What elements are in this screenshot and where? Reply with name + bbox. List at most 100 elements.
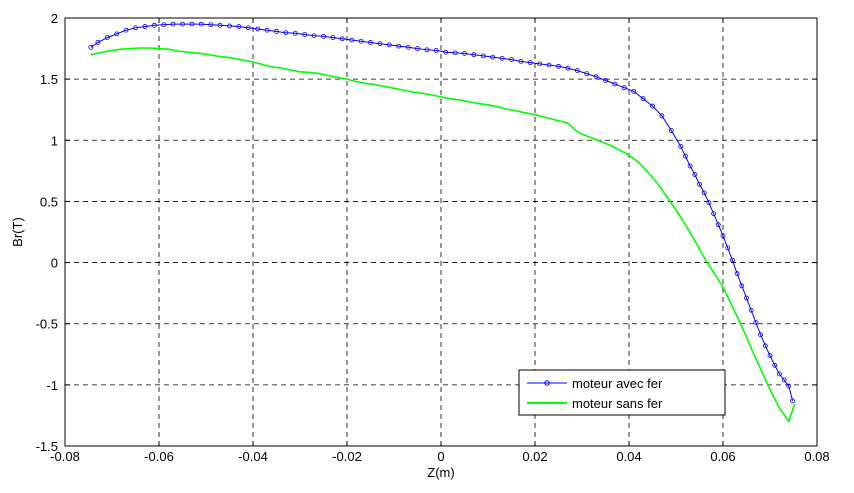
y-tick-label: -1 <box>46 378 58 393</box>
y-tick-label: 1 <box>51 133 58 148</box>
data-point-moteur-avec-fer <box>772 362 778 368</box>
data-point-moteur-avec-fer <box>546 62 552 68</box>
data-point-moteur-avec-fer <box>584 71 590 77</box>
data-point-moteur-avec-fer <box>720 233 726 239</box>
data-point-moteur-avec-fer <box>452 50 458 56</box>
data-point-moteur-avec-fer <box>687 163 693 169</box>
plot-frame <box>64 17 818 447</box>
data-point-moteur-avec-fer <box>208 22 214 28</box>
data-point-moteur-avec-fer <box>593 74 599 80</box>
data-point-moteur-avec-fer <box>499 55 505 61</box>
data-point-moteur-avec-fer <box>339 36 345 42</box>
data-point-moteur-avec-fer <box>189 21 195 27</box>
x-tick-label: -0.04 <box>238 449 268 464</box>
data-point-moteur-avec-fer <box>245 25 251 31</box>
data-point-moteur-avec-fer <box>744 295 749 301</box>
data-point-moteur-avec-fer <box>377 41 383 47</box>
data-point-moteur-avec-fer <box>88 44 94 50</box>
data-point-moteur-avec-fer <box>574 68 580 73</box>
data-point-moteur-avec-fer <box>527 60 533 66</box>
data-point-moteur-avec-fer <box>631 88 637 94</box>
x-tick-label: -0.06 <box>144 449 174 464</box>
data-point-moteur-avec-fer <box>650 103 655 109</box>
data-point-moteur-avec-fer <box>701 190 707 196</box>
data-point-moteur-avec-fer <box>386 42 392 48</box>
y-tick-label: 0 <box>51 256 58 271</box>
data-point-moteur-avec-fer <box>790 398 795 404</box>
data-point-moteur-avec-fer <box>330 35 336 40</box>
data-point-moteur-avec-fer <box>462 51 467 56</box>
data-point-moteur-avec-fer <box>730 257 735 263</box>
data-point-moteur-avec-fer <box>518 59 524 64</box>
data-point-moteur-avec-fer <box>321 33 326 39</box>
data-point-moteur-avec-fer <box>311 33 317 39</box>
x-tick-label: 0.02 <box>522 449 547 464</box>
data-point-moteur-avec-fer <box>697 181 702 187</box>
data-point-moteur-avec-fer <box>358 38 364 44</box>
data-point-moteur-avec-fer <box>715 222 721 228</box>
data-point-moteur-avec-fer <box>556 63 561 69</box>
data-point-moteur-avec-fer <box>537 61 543 67</box>
data-point-moteur-avec-fer <box>692 172 698 177</box>
data-point-moteur-avec-fer <box>217 22 223 28</box>
data-point-moteur-avec-fer <box>781 377 787 383</box>
legend-label-moteur-sans-fer: moteur sans fer <box>572 396 663 411</box>
data-point-moteur-avec-fer <box>274 29 279 34</box>
x-tick-label: 0.08 <box>804 449 829 464</box>
x-tick-label: 0.06 <box>710 449 735 464</box>
series-line-moteur-sans-fer <box>90 47 796 423</box>
x-tick-label: -0.08 <box>50 449 80 464</box>
legend: moteur avec fer moteur sans fer <box>518 369 726 416</box>
data-point-moteur-avec-fer <box>433 48 439 53</box>
data-point-moteur-avec-fer <box>415 46 420 51</box>
data-point-moteur-avec-fer <box>236 24 242 29</box>
data-point-moteur-avec-fer <box>443 49 449 55</box>
data-point-moteur-avec-fer <box>142 24 148 29</box>
y-tick-label: 2 <box>51 11 58 26</box>
data-point-moteur-avec-fer <box>292 30 298 36</box>
data-point-moteur-avec-fer <box>349 37 355 43</box>
data-point-moteur-avec-fer <box>734 271 740 276</box>
data-point-moteur-avec-fer <box>668 128 674 133</box>
data-point-moteur-avec-fer <box>95 40 101 45</box>
y-tick-label: -1.5 <box>36 439 58 454</box>
data-point-moteur-avec-fer <box>490 54 496 60</box>
data-point-moteur-avec-fer <box>748 307 754 313</box>
data-point-moteur-avec-fer <box>777 371 782 377</box>
data-point-moteur-avec-fer <box>302 32 308 37</box>
data-point-moteur-avec-fer <box>471 52 477 58</box>
data-point-moteur-avec-fer <box>151 22 157 28</box>
data-point-moteur-avec-fer <box>509 57 514 62</box>
data-point-moteur-avec-fer <box>264 27 270 33</box>
data-point-moteur-avec-fer <box>621 85 627 91</box>
data-point-moteur-avec-fer <box>758 332 763 338</box>
data-point-moteur-avec-fer <box>725 245 731 251</box>
series-line-moteur-avec-fer <box>90 23 794 401</box>
legend-label-moteur-avec-fer: moteur avec fer <box>572 376 663 391</box>
legend-marker-moteur-avec-fer <box>544 380 550 386</box>
y-tick-label: -0.5 <box>36 317 58 332</box>
data-point-moteur-avec-fer <box>762 343 768 349</box>
data-point-moteur-avec-fer <box>198 21 204 27</box>
data-point-moteur-avec-fer <box>659 113 665 119</box>
data-point-moteur-avec-fer <box>767 353 773 358</box>
legend-box <box>518 369 726 416</box>
y-axis-label: Br(T) <box>10 217 25 247</box>
data-point-moteur-avec-fer <box>227 23 232 29</box>
y-tick-label: 1.5 <box>40 72 58 87</box>
data-point-moteur-avec-fer <box>255 26 261 32</box>
data-point-moteur-avec-fer <box>180 21 185 27</box>
data-point-moteur-avec-fer <box>678 143 684 149</box>
x-tick-label: 0 <box>437 449 444 464</box>
data-point-moteur-avec-fer <box>368 40 373 45</box>
data-point-moteur-avec-fer <box>711 211 716 217</box>
data-point-moteur-avec-fer <box>640 96 646 102</box>
ticks: -0.08 -0.06 -0.04 -0.02 0 0.02 0.04 0.06 0.08 -1.… <box>36 11 830 464</box>
data-point-moteur-avec-fer <box>612 81 618 87</box>
x-tick-label: -0.02 <box>332 449 362 464</box>
data-point-moteur-avec-fer <box>396 43 402 49</box>
data-point-moteur-avec-fer <box>706 200 712 206</box>
data-point-moteur-avec-fer <box>424 47 430 53</box>
